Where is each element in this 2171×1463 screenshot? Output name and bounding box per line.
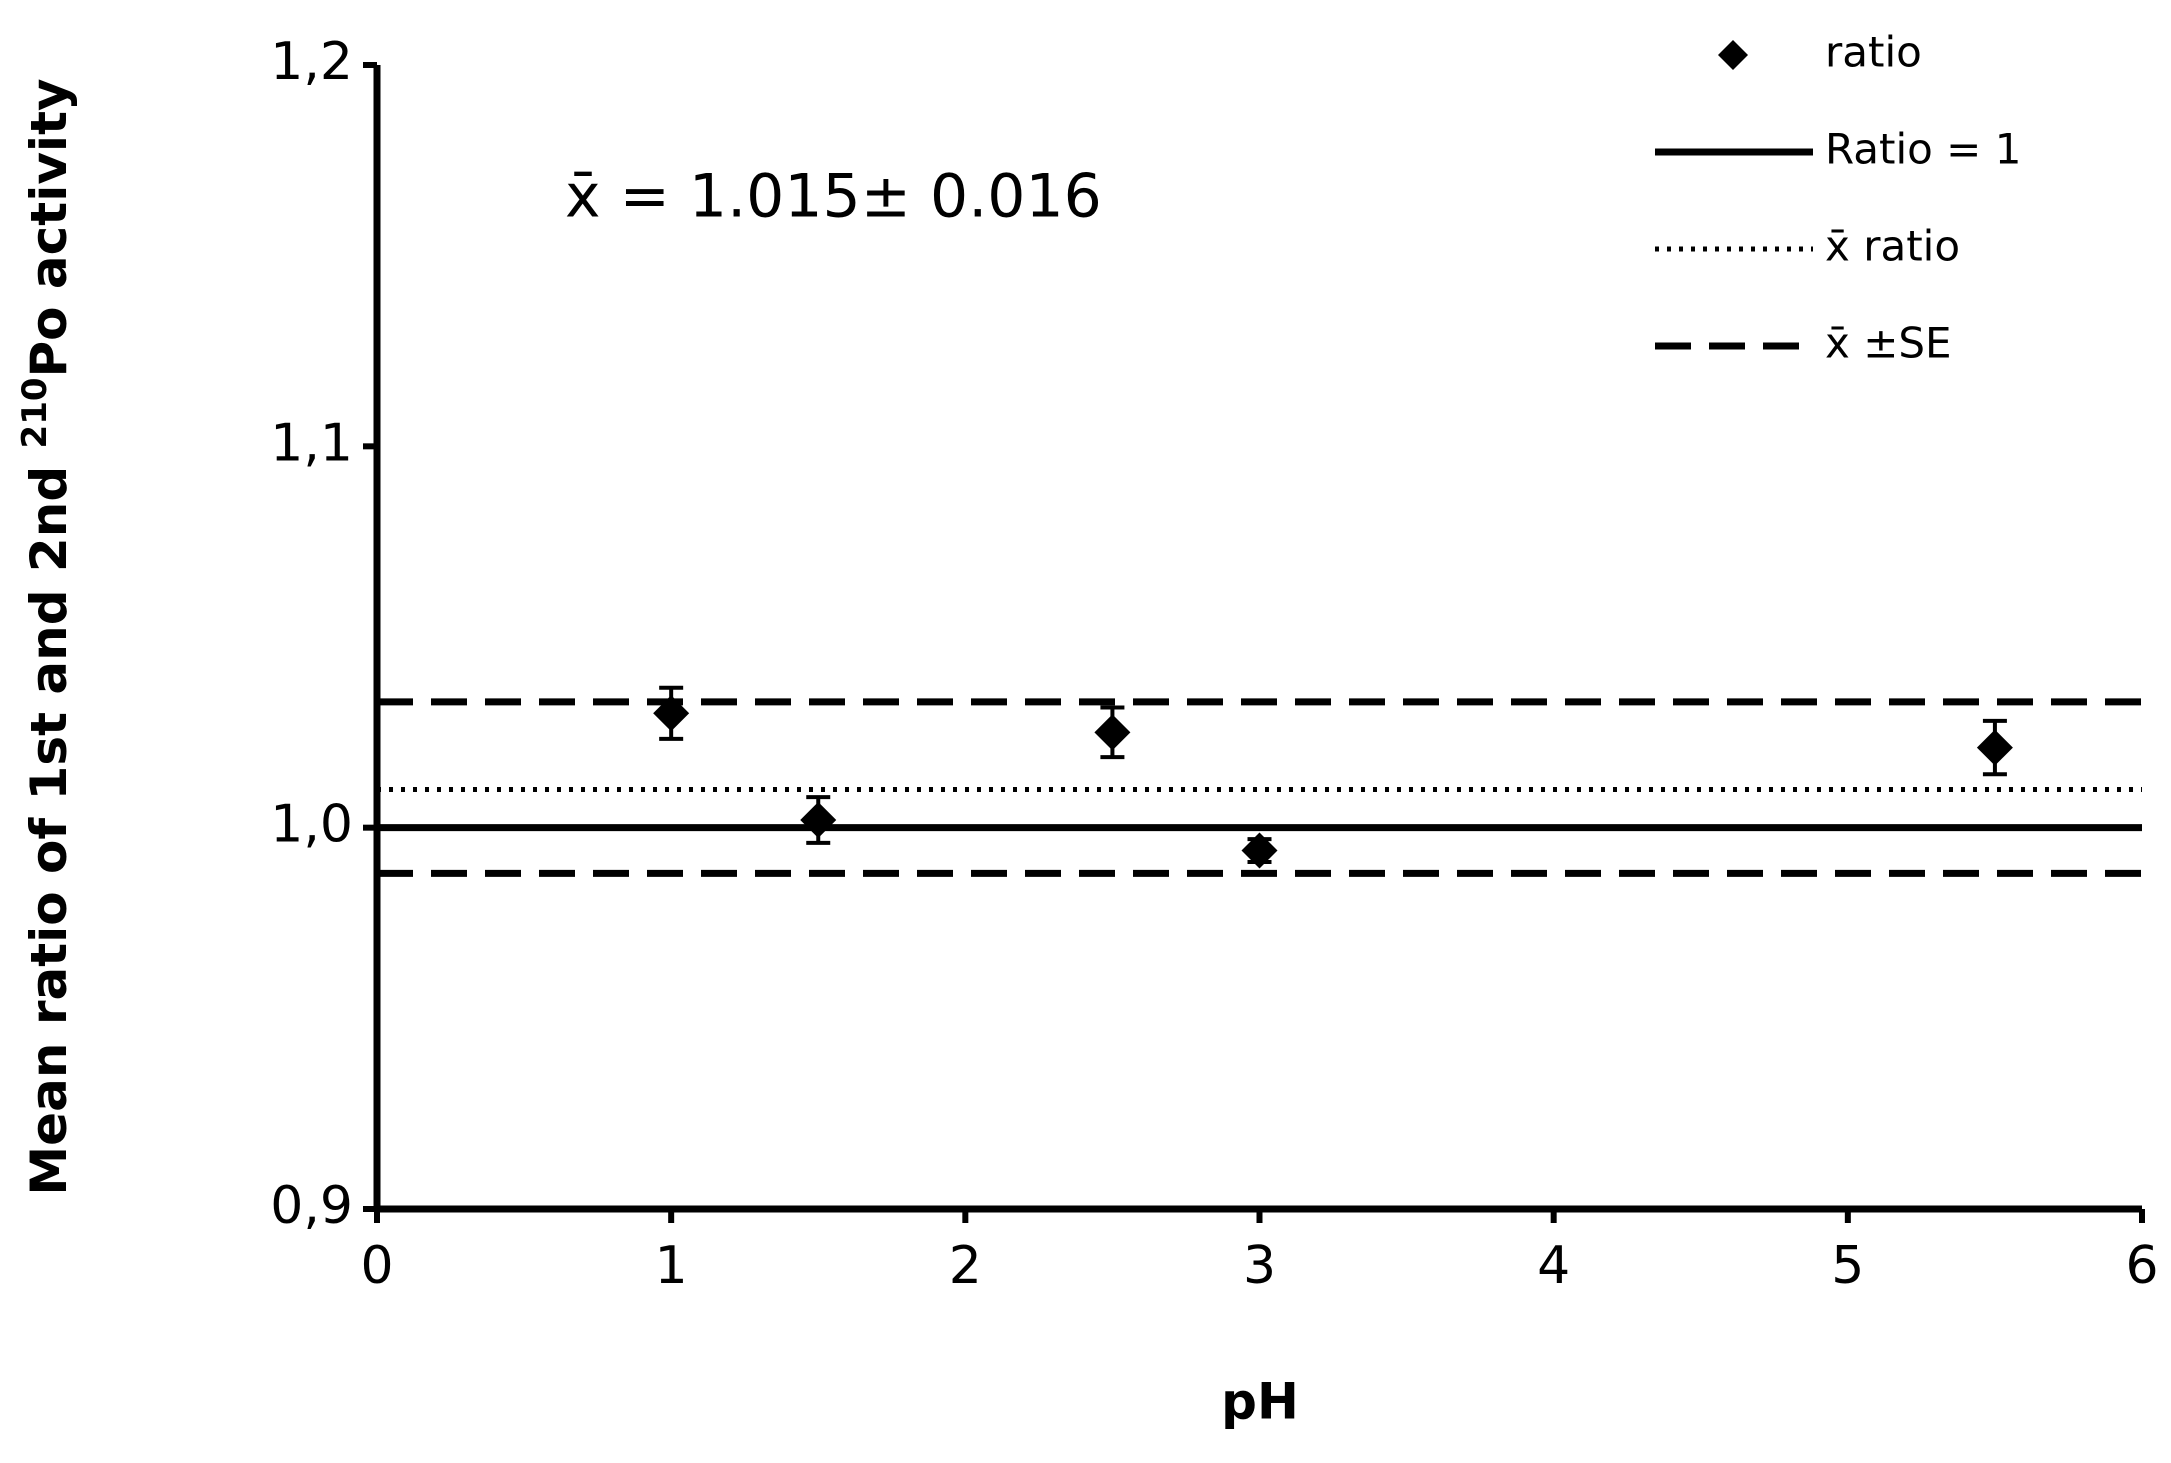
x-axis-title: pH: [1221, 1373, 1299, 1431]
annotation: x̄ = 1.015± 0.016: [565, 162, 1102, 232]
y-tick-label: 0,9: [270, 1176, 353, 1236]
point: [1094, 714, 1131, 751]
y-tick-label: 1,0: [270, 795, 353, 855]
y-title-part: Po activity: [20, 78, 78, 377]
y-title-sup: 210: [15, 377, 55, 448]
legend-label: x̄ ratio: [1825, 222, 1960, 271]
y-tick-label: 1,2: [270, 32, 353, 92]
x-tick-label: 0: [360, 1236, 393, 1296]
y-title-part: Mean ratio of 1st and 2nd: [20, 448, 78, 1195]
x-tick-label: 3: [1243, 1236, 1276, 1296]
x-tick-label: 4: [1537, 1236, 1570, 1296]
point: [653, 695, 690, 732]
y-axis-title: Mean ratio of 1st and 2nd 210Po activity: [15, 78, 78, 1195]
legend-marker: [1718, 40, 1748, 70]
x-tick-label: 6: [2125, 1236, 2158, 1296]
x-tick-label: 1: [655, 1236, 688, 1296]
legend-label: ratio: [1825, 28, 1922, 77]
legend-label: Ratio = 1: [1825, 125, 2021, 174]
y-tick-label: 1,1: [270, 413, 353, 473]
point: [1976, 729, 2013, 766]
point: [1241, 832, 1278, 869]
x-tick-label: 5: [1831, 1236, 1864, 1296]
legend-label: x̄ ±SE: [1825, 319, 1952, 368]
x-tick-label: 2: [949, 1236, 982, 1296]
point: [800, 802, 837, 839]
